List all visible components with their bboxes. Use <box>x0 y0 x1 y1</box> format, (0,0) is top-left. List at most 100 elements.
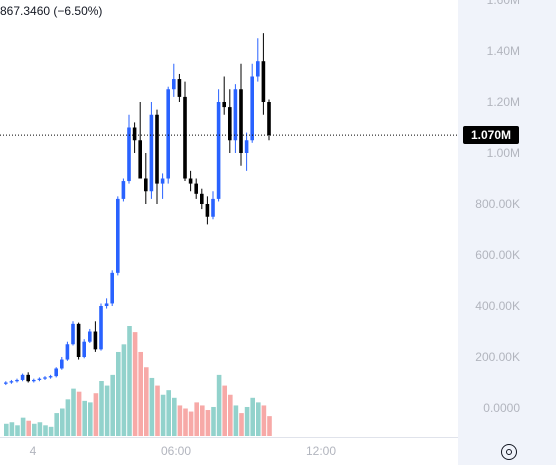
candle-body <box>250 76 254 141</box>
time-tick-label: 12:00 <box>305 444 337 458</box>
candle-body <box>183 96 187 179</box>
volume-bar <box>155 385 160 436</box>
candle-body <box>54 368 58 377</box>
candle-body <box>116 198 120 273</box>
candle-body <box>132 127 137 141</box>
volume-bar <box>194 402 199 436</box>
volume-bar <box>200 405 205 436</box>
volume-bar <box>132 332 138 436</box>
candle-body <box>110 272 114 304</box>
volume-bar <box>65 399 71 436</box>
volume-bar <box>205 410 211 436</box>
candle-body <box>216 102 221 199</box>
price-change-readout: 867.3460 (−6.50%) <box>0 4 103 18</box>
candle-body <box>155 114 159 184</box>
volume-bar <box>76 391 82 436</box>
volume-bar <box>4 423 9 436</box>
volume-bar <box>88 402 93 436</box>
volume-bar <box>20 417 26 436</box>
candle-body <box>82 341 86 357</box>
candle-body <box>48 376 53 378</box>
candle-body <box>65 344 70 360</box>
candle-body <box>144 178 148 192</box>
candle-body <box>261 61 266 102</box>
candle-body <box>222 102 226 108</box>
volume-bar <box>82 400 87 436</box>
volume-bar <box>250 397 255 436</box>
price-tick-label: 1.20M <box>486 95 520 109</box>
candle-body <box>256 61 260 77</box>
volume-bar <box>211 406 216 436</box>
volume-bar <box>177 405 183 436</box>
price-tick-label: 1.40M <box>486 44 520 58</box>
candle-body <box>26 374 30 382</box>
volume-bar <box>116 351 121 436</box>
volume-bar <box>26 420 31 436</box>
volume-bar <box>256 402 261 436</box>
volume-bar <box>71 388 76 436</box>
volume-bar <box>121 344 127 436</box>
price-tick-label: 400.00K <box>475 299 520 313</box>
volume-bar <box>239 413 244 436</box>
candle-body <box>88 331 92 342</box>
time-tick-label: 4 <box>29 444 37 458</box>
volume-bar <box>233 405 239 436</box>
price-tick-label: 800.00K <box>475 197 520 211</box>
price-tick-label: 200.00K <box>475 350 520 364</box>
candle-body <box>121 181 126 199</box>
volume-bar <box>149 377 155 436</box>
volume-bar <box>261 405 267 436</box>
current-price-label: 1.070M <box>463 126 519 144</box>
candle-body <box>93 331 98 350</box>
volume-bar <box>54 413 59 436</box>
volume-bar <box>172 397 177 436</box>
volume-bar <box>228 394 233 436</box>
volume-bar <box>93 393 99 436</box>
volume-bar <box>244 406 250 436</box>
volume-bar <box>9 422 15 436</box>
price-tick-label: 600.00K <box>475 248 520 262</box>
candle-body <box>43 377 47 379</box>
candle-body <box>15 379 19 382</box>
price-tick-label: 0.0000 <box>483 401 520 415</box>
volume-bar <box>216 374 222 436</box>
volume-bar <box>104 385 110 436</box>
time-scale-panel[interactable] <box>0 437 458 466</box>
volume-bar <box>32 423 37 436</box>
volume-bar <box>160 394 166 436</box>
candle-body <box>99 306 103 350</box>
price-tick-label: 1.00M <box>486 146 520 160</box>
volume-bar <box>127 326 132 436</box>
candle-body <box>160 178 165 184</box>
volume-bar <box>222 385 227 436</box>
volume-bar <box>48 426 54 436</box>
time-tick-label: 06:00 <box>160 444 192 458</box>
candle-body <box>60 359 64 369</box>
volume-bar <box>60 408 65 436</box>
volume-bar <box>183 408 188 436</box>
candle-body <box>194 183 198 194</box>
candle-body <box>76 323 81 357</box>
candle-body <box>32 379 36 382</box>
candle-body <box>4 382 8 384</box>
volume-bar <box>267 416 272 436</box>
volume-bar <box>110 374 115 436</box>
gear-icon[interactable] <box>501 444 517 460</box>
candle-body <box>228 107 232 141</box>
price-scale-panel[interactable] <box>458 0 556 437</box>
candle-body <box>211 198 215 217</box>
candle-body <box>177 79 182 97</box>
price-tick-label: 1.60M <box>486 0 520 7</box>
volume-bar <box>144 367 149 436</box>
volume-bar <box>15 425 20 436</box>
candle-body <box>20 374 25 380</box>
candle-body <box>172 79 176 90</box>
volume-bar <box>99 381 104 436</box>
candle-body <box>244 140 249 153</box>
candle-body <box>188 178 193 184</box>
volume-bar <box>37 422 43 436</box>
candle-body <box>239 89 243 153</box>
candle-body <box>9 381 14 383</box>
candle-body <box>267 102 271 136</box>
